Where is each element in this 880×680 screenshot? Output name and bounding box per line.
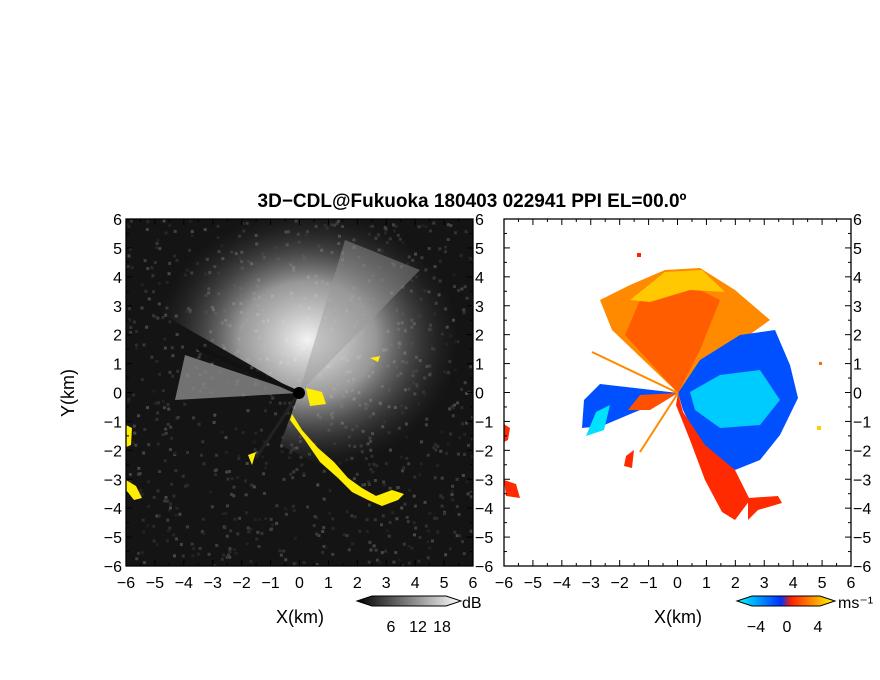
x-tick-label: −2 <box>233 575 251 592</box>
y-tick-label: 4 <box>853 270 862 287</box>
y-tick-label: 4 <box>113 270 122 287</box>
snr-colorbar-unit: dB <box>462 595 482 612</box>
velocity-colorbar-unit: ms⁻¹ <box>838 595 873 612</box>
y-tick-label: 1 <box>113 357 122 374</box>
y-tick-label: 6 <box>853 212 862 229</box>
x-tick-label: 3 <box>760 575 769 592</box>
velocity-x-axis-label: X(km) <box>654 607 702 627</box>
y-tick-label: 5 <box>113 241 122 258</box>
snr-colorbar-tick: 6 <box>387 619 396 636</box>
x-tick-label: 5 <box>818 575 827 592</box>
y-tick-label: 3 <box>853 299 862 316</box>
x-tick-label: 6 <box>469 575 478 592</box>
x-tick-label: −1 <box>261 575 279 592</box>
y-tick-label: −5 <box>475 530 493 547</box>
x-tick-label: −1 <box>639 575 657 592</box>
snr-axis-ticks: −6 −5 −4 −3 −2 −1 0 1 2 3 4 5 6−6 −6−5 −5−4 −4−3 −3−2 −2−… <box>104 212 494 592</box>
velocity-field <box>504 253 822 520</box>
y-tick-label: 0 <box>475 386 484 403</box>
x-tick-label: 2 <box>731 575 740 592</box>
y-tick-label: 6 <box>475 212 484 229</box>
y-tick-label: −4 <box>853 501 871 518</box>
x-tick-label: −2 <box>611 575 629 592</box>
snr-panel: −6 −5 −4 −3 −2 −1 0 1 2 3 4 5 6−6 −6−5 −5−4 −4−3 −3−2 −2−… <box>58 212 494 636</box>
y-tick-label: −4 <box>104 501 122 518</box>
y-tick-label: −2 <box>853 443 871 460</box>
y-tick-label: 2 <box>853 328 862 345</box>
snr-colorbar: dB 6 12 18 <box>355 595 482 636</box>
y-tick-label: −3 <box>475 472 493 489</box>
y-tick-label: 3 <box>475 299 484 316</box>
y-tick-label: −4 <box>475 501 493 518</box>
y-tick-label: −2 <box>475 443 493 460</box>
y-tick-label: 6 <box>113 212 122 229</box>
x-tick-label: −5 <box>524 575 542 592</box>
y-tick-label: −6 <box>475 559 493 576</box>
x-tick-label: −5 <box>146 575 164 592</box>
x-tick-label: −3 <box>582 575 600 592</box>
y-tick-label: −3 <box>104 472 122 489</box>
x-tick-label: 0 <box>295 575 304 592</box>
y-tick-label: −2 <box>104 443 122 460</box>
velocity-colorbar-tick: −4 <box>747 619 765 636</box>
snr-echo-fan <box>155 219 460 470</box>
y-tick-label: 1 <box>475 357 484 374</box>
velocity-colorbar: ms⁻¹ −4 0 4 <box>735 595 873 636</box>
y-tick-label: 5 <box>853 241 862 258</box>
snr-colorbar-tick: 18 <box>433 619 451 636</box>
x-tick-label: 4 <box>411 575 420 592</box>
x-tick-label: 1 <box>324 575 333 592</box>
x-tick-label: 1 <box>702 575 711 592</box>
snr-y-axis-label: Y(km) <box>58 369 78 417</box>
y-tick-label: 3 <box>113 299 122 316</box>
snr-x-axis-label: X(km) <box>276 607 324 627</box>
y-tick-label: 0 <box>853 386 862 403</box>
y-tick-label: −3 <box>853 472 871 489</box>
x-tick-label: −6 <box>117 575 135 592</box>
y-tick-label: 0 <box>113 386 122 403</box>
x-tick-label: −6 <box>495 575 513 592</box>
x-tick-label: 4 <box>789 575 798 592</box>
x-tick-label: 2 <box>353 575 362 592</box>
x-tick-label: 3 <box>382 575 391 592</box>
snr-colorbar-tick: 12 <box>409 619 427 636</box>
y-tick-label: 1 <box>853 357 862 374</box>
y-tick-label: −5 <box>853 530 871 547</box>
x-tick-label: 5 <box>440 575 449 592</box>
x-tick-label: 0 <box>673 575 682 592</box>
velocity-colorbar-bar <box>735 595 837 607</box>
y-tick-label: 4 <box>475 270 484 287</box>
snr-colorbar-bar <box>355 595 463 607</box>
x-tick-label: 6 <box>847 575 856 592</box>
velocity-colorbar-tick: 4 <box>814 619 823 636</box>
y-tick-label: 2 <box>113 328 122 345</box>
y-tick-label: −1 <box>475 414 493 431</box>
figure-title: 3D−CDL@Fukuoka 180403 022941 PPI EL=00.0… <box>258 191 687 212</box>
y-tick-label: −5 <box>104 530 122 547</box>
y-tick-label: −6 <box>104 559 122 576</box>
y-tick-label: 5 <box>475 241 484 258</box>
y-tick-label: −1 <box>104 414 122 431</box>
y-tick-label: −1 <box>853 414 871 431</box>
x-tick-label: −4 <box>175 575 193 592</box>
y-tick-label: 2 <box>475 328 484 345</box>
x-tick-label: −3 <box>204 575 222 592</box>
x-tick-label: −4 <box>553 575 571 592</box>
velocity-colorbar-tick: 0 <box>783 619 792 636</box>
y-tick-label: −6 <box>853 559 871 576</box>
